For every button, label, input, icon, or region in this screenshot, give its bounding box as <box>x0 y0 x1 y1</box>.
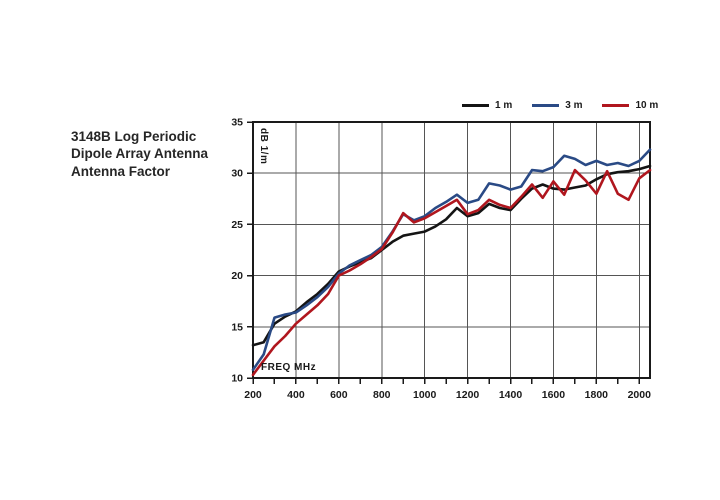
x-tick-label: 200 <box>244 389 262 401</box>
x-tick-label: 1400 <box>499 389 523 401</box>
x-tick-label: 400 <box>287 389 305 401</box>
x-tick-label: 2000 <box>628 389 652 401</box>
series-line-1m <box>251 164 652 347</box>
plot-border <box>252 121 651 379</box>
legend-item-1m: 1 m <box>462 100 512 111</box>
series-line-10m <box>251 168 652 377</box>
x-tick-label: 1800 <box>585 389 609 401</box>
y-tick-label: 35 <box>231 117 243 129</box>
legend-swatch <box>462 104 489 107</box>
x-tick-label: 800 <box>373 389 391 401</box>
series-line-3m <box>251 148 652 372</box>
legend-label: 1 m <box>495 100 513 111</box>
y-tick-label: 15 <box>231 321 243 333</box>
legend-swatch <box>602 104 630 107</box>
y-tick-label: 10 <box>231 373 243 385</box>
x-tick-label: 1000 <box>413 389 437 401</box>
legend-swatch <box>532 104 560 107</box>
x-axis-unit-label: FREQ MHz <box>261 362 317 373</box>
y-axis-unit-label: dB 1/m <box>258 128 269 165</box>
legend-label: 3 m <box>565 100 583 111</box>
x-tick-label: 600 <box>330 389 348 401</box>
y-tick-label: 20 <box>231 270 243 282</box>
legend-label: 10 m <box>635 100 659 111</box>
chart-title: 3148B Log Periodic Dipole Array Antenna … <box>71 128 256 180</box>
y-tick-label: 30 <box>231 168 243 180</box>
chart-title-line-2: Dipole Array Antenna <box>71 146 209 162</box>
chart-legend: 1 m 3 m 10 m <box>462 100 658 111</box>
x-tick-label: 1200 <box>456 389 480 401</box>
y-tick-label: 25 <box>231 219 243 231</box>
legend-item-10m: 10 m <box>602 100 658 111</box>
legend-item-3m: 3 m <box>532 100 582 111</box>
chart-title-line-1: 3148B Log Periodic <box>71 129 197 144</box>
x-tick-label: 1600 <box>542 389 566 401</box>
chart-title-line-3: Antenna Factor <box>71 163 171 179</box>
